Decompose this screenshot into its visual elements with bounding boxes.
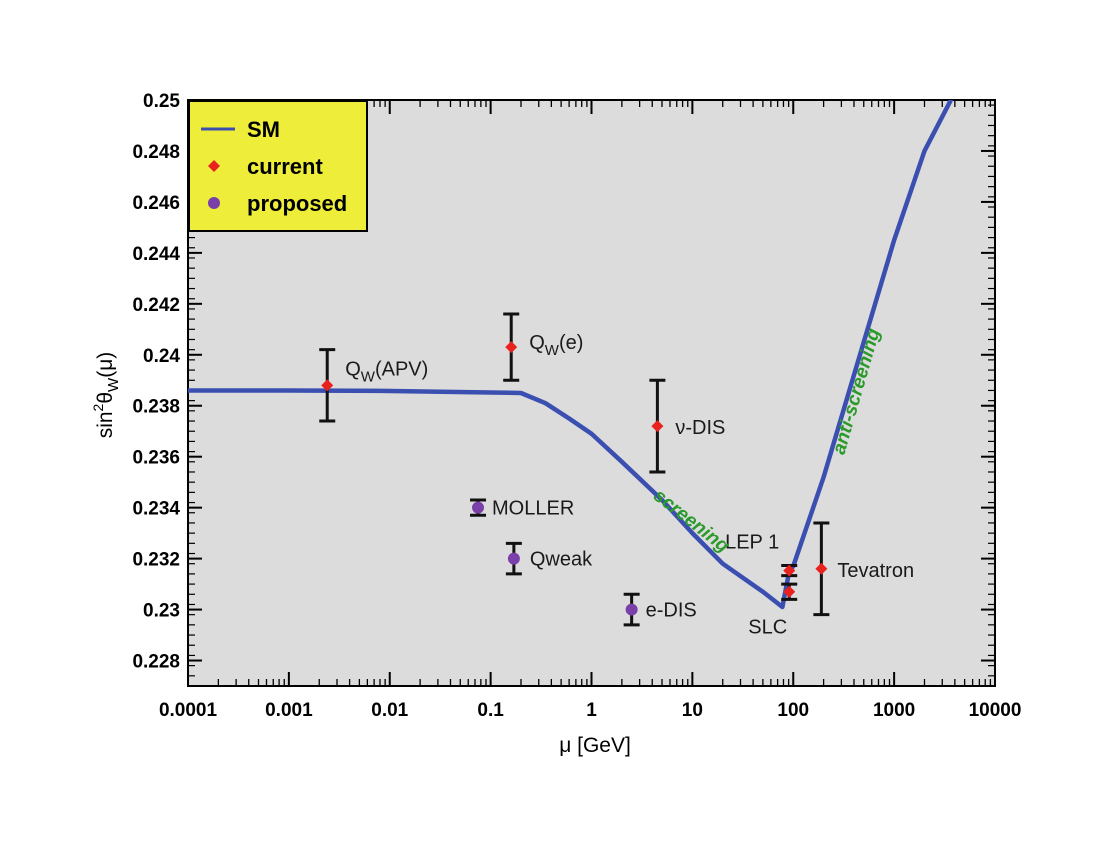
legend-label-proposed: proposed xyxy=(247,191,347,216)
x-tick-label: 100 xyxy=(777,700,809,721)
x-axis-title: μ [GeV] xyxy=(559,734,631,757)
x-tick-label: 1000 xyxy=(873,700,915,721)
y-tick-label: 0.248 xyxy=(132,142,180,163)
point-qweak-marker xyxy=(507,552,520,565)
sm-curve-line xyxy=(188,100,954,610)
y-tick-label: 0.228 xyxy=(132,652,180,673)
x-tick-label: 0.0001 xyxy=(159,700,218,721)
point-slc-label: SLC xyxy=(748,617,787,639)
legend-label-sm: SM xyxy=(247,117,280,142)
point-lep-1-marker xyxy=(783,564,796,577)
point-dis-label: ν-DIS xyxy=(675,417,725,439)
x-tick-label: 1 xyxy=(586,700,597,721)
y-tick-label: 0.234 xyxy=(132,499,180,520)
point-lep-1-label: LEP 1 xyxy=(725,532,779,554)
legend-current-marker-icon xyxy=(208,160,220,172)
point-q-w-e-marker xyxy=(505,341,518,354)
point-q-w-e-label: QW(e) xyxy=(529,332,583,359)
y-tick-label: 0.244 xyxy=(132,244,180,265)
y-axis-title-arg: (μ) xyxy=(94,352,117,378)
point-tevatron-marker xyxy=(815,562,828,575)
y-axis-title-main: sin xyxy=(94,411,117,438)
y-tick-label: 0.23 xyxy=(143,601,180,622)
point-slc-marker xyxy=(783,585,796,598)
y-axis-title-sub: W xyxy=(105,377,122,392)
y-tick-label: 0.238 xyxy=(132,397,180,418)
legend-label-current: current xyxy=(247,154,323,179)
y-tick-label: 0.232 xyxy=(132,550,180,571)
point-dis-marker xyxy=(651,420,664,433)
y-tick-label: 0.236 xyxy=(132,448,180,469)
y-tick-label: 0.242 xyxy=(132,295,180,316)
y-tick-label: 0.25 xyxy=(143,91,180,112)
y-axis-title-sup: 2 xyxy=(90,403,106,411)
legend-proposed-marker-icon xyxy=(208,197,220,209)
point-q-w-apv-label: QW(APV) xyxy=(345,358,428,385)
sm-curve-layer xyxy=(188,100,954,610)
point-e-dis-label: e-DIS xyxy=(646,600,697,622)
axis-ticks: 0.0001 0.001 0.01 0.1 1 10 100 1000 10000 0.228 0.… xyxy=(132,91,1021,721)
point-q-w-apv-marker xyxy=(321,379,334,392)
y-tick-label: 0.246 xyxy=(132,193,180,214)
point-e-dis-marker xyxy=(625,603,638,616)
x-tick-label: 10 xyxy=(682,700,703,721)
point-qweak-label: Qweak xyxy=(530,549,593,571)
x-tick-label: 0.1 xyxy=(477,700,504,721)
x-tick-label: 10000 xyxy=(969,700,1022,721)
point-moller-label: MOLLER xyxy=(492,498,574,520)
data-points-layer xyxy=(319,312,830,627)
legend: SM current proposed xyxy=(188,100,368,232)
y-tick-label: 0.24 xyxy=(143,346,180,367)
x-tick-label: 0.001 xyxy=(265,700,313,721)
y-axis-title-theta: θ xyxy=(94,392,117,404)
y-axis-title: sin2θW(μ) xyxy=(90,352,122,439)
point-moller-marker xyxy=(472,501,485,514)
x-tick-label: 0.01 xyxy=(371,700,408,721)
point-tevatron-label: Tevatron xyxy=(837,560,914,582)
